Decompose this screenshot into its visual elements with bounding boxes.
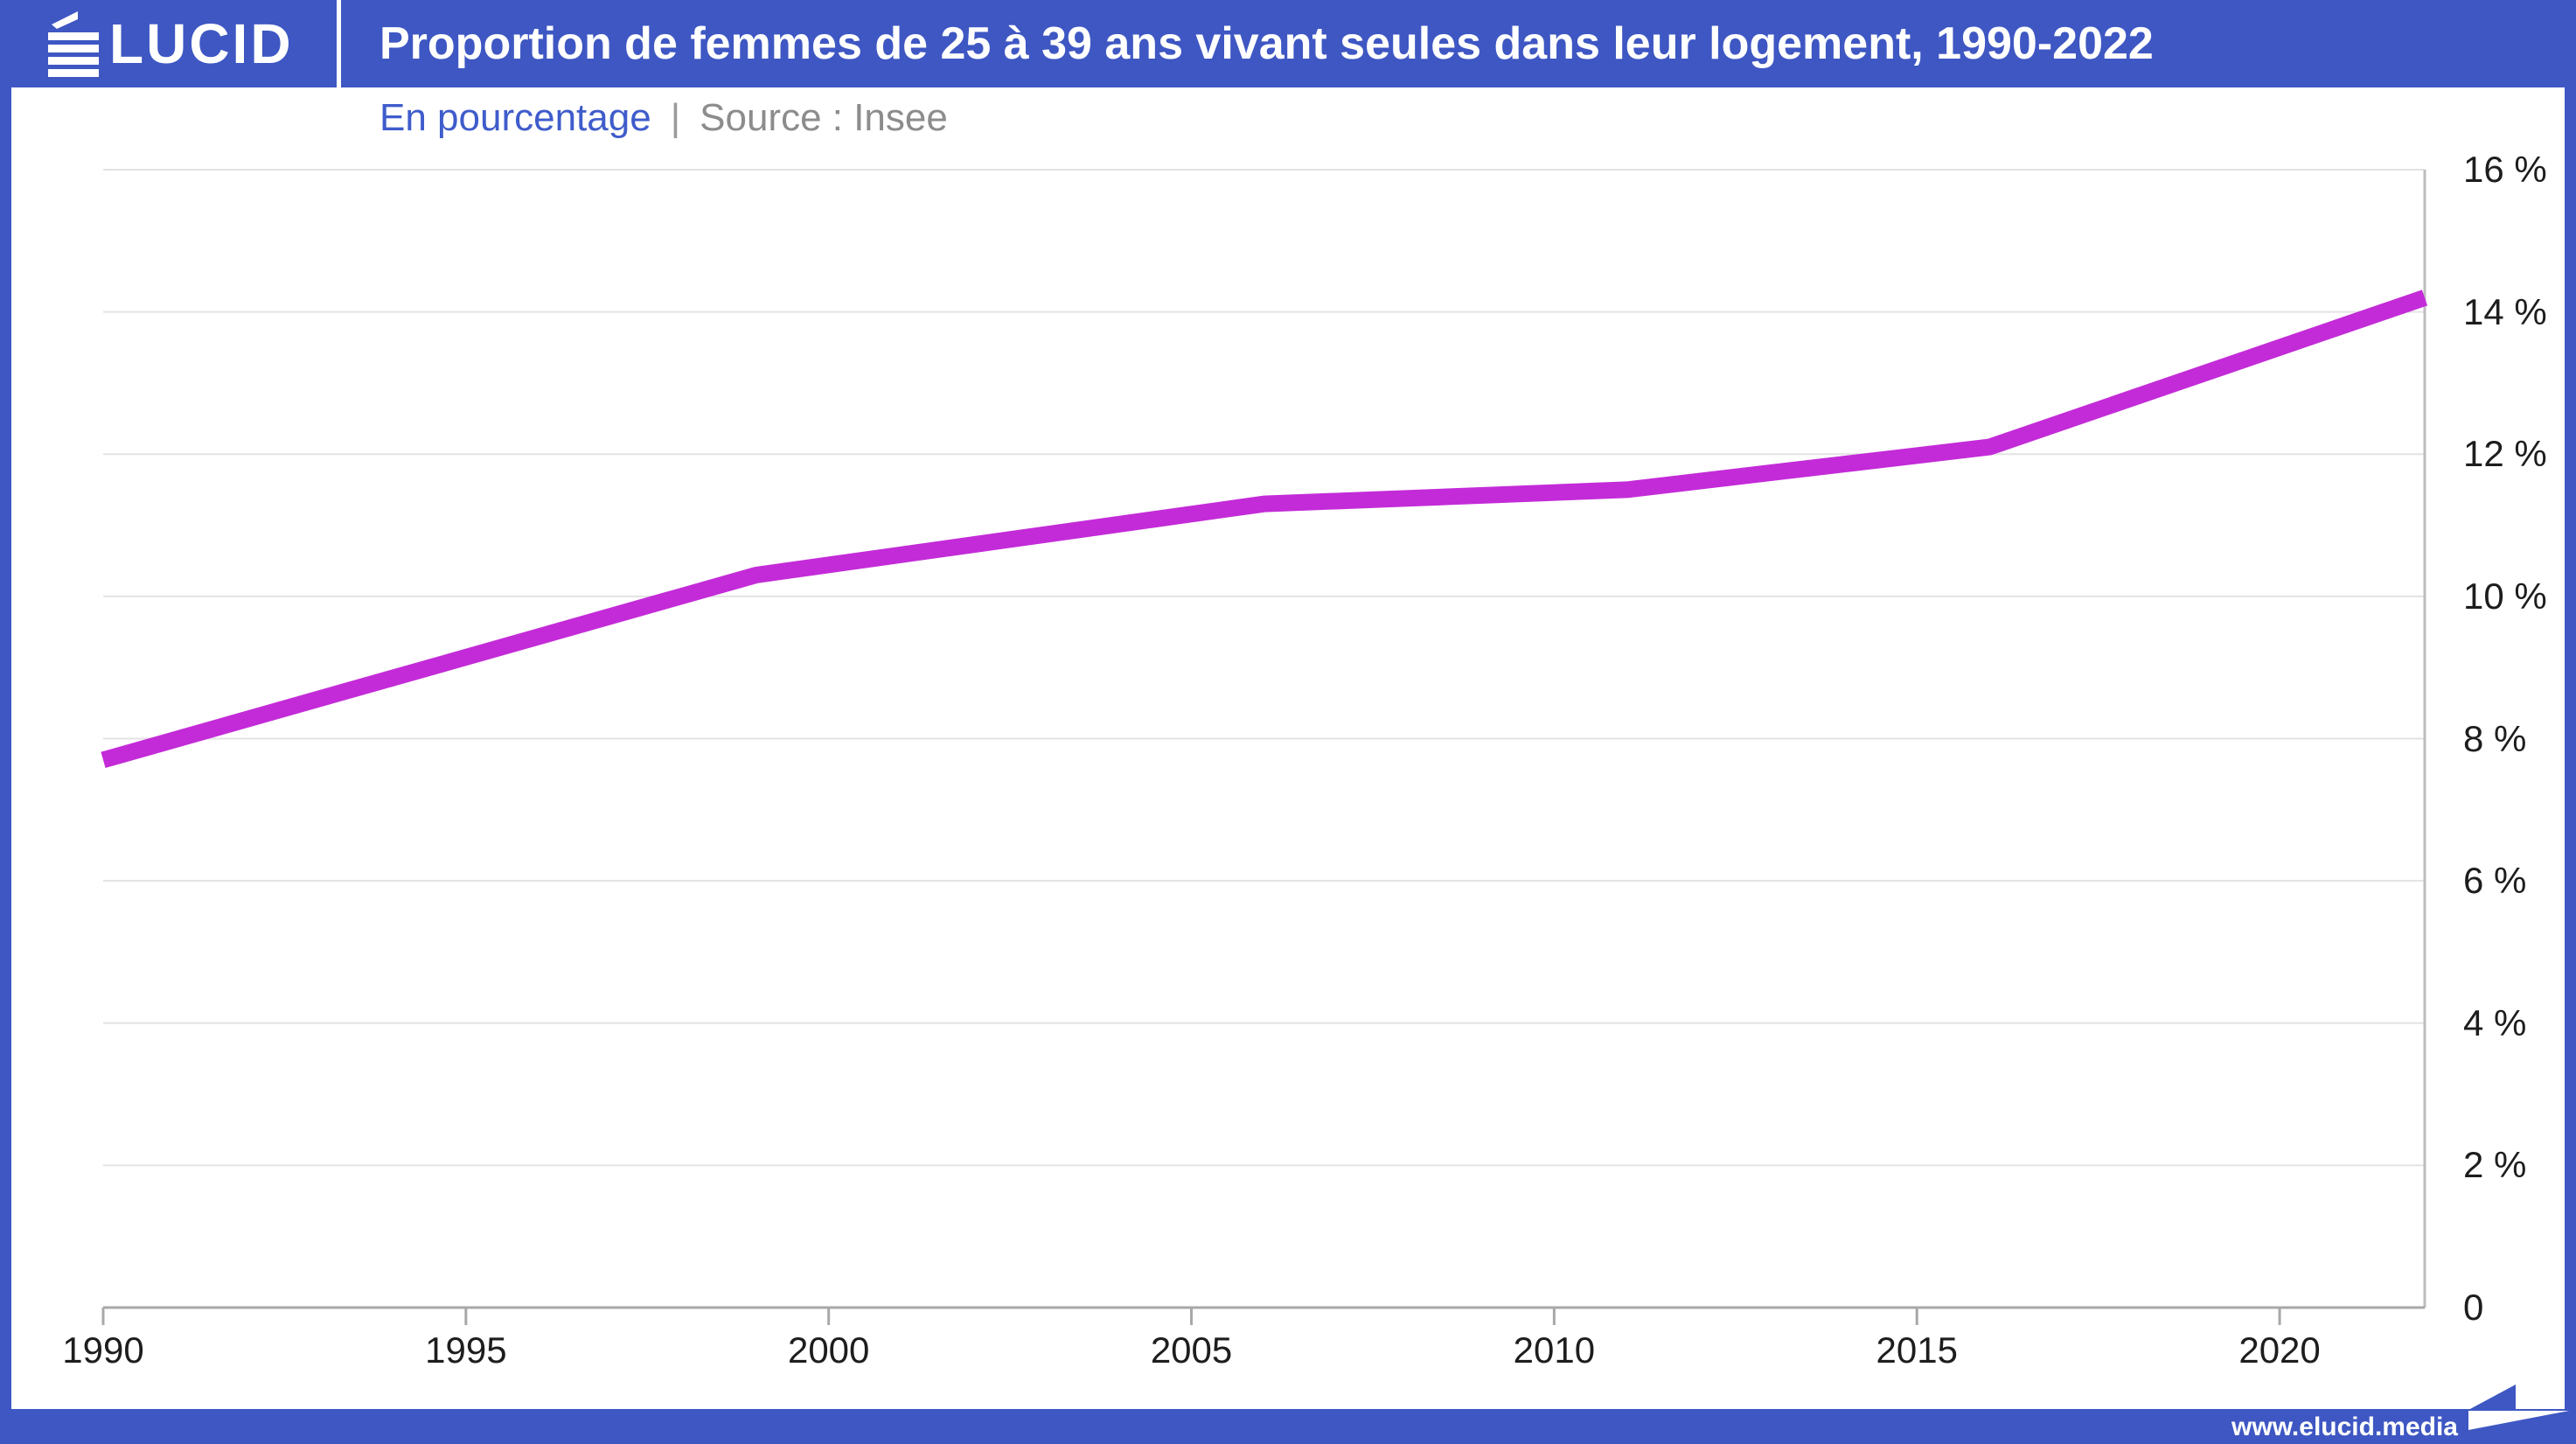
y-axis-label: 0	[2463, 1287, 2484, 1328]
y-axis-label: 12 %	[2463, 433, 2547, 475]
y-axis-label: 16 %	[2463, 149, 2547, 190]
brand-wordmark: LUCID	[109, 12, 294, 75]
source-label: Source : Insee	[700, 96, 948, 139]
elucid-flag-icon	[2468, 1385, 2569, 1430]
y-axis-label: 14 %	[2463, 290, 2547, 332]
x-axis-label: 2015	[1876, 1329, 1958, 1371]
chart-canvas	[11, 87, 2565, 1409]
subtitle-row: En pourcentage | Source : Insee	[379, 96, 948, 140]
y-axis-label: 8 %	[2463, 717, 2527, 759]
footer-bar: www.elucid.media	[0, 1409, 2576, 1444]
y-axis-label: 4 %	[2463, 1001, 2527, 1043]
x-axis-label: 1990	[62, 1329, 144, 1371]
website-url[interactable]: www.elucid.media	[2231, 1413, 2458, 1441]
x-axis-label: 2010	[1513, 1329, 1596, 1371]
y-axis-label: 2 %	[2463, 1144, 2527, 1186]
subtitle-separator: |	[670, 96, 681, 139]
header-divider	[337, 0, 341, 87]
x-axis-label: 2005	[1150, 1329, 1233, 1371]
x-axis-label: 2000	[787, 1329, 870, 1371]
x-axis-label: 1995	[425, 1329, 507, 1371]
header-bar: LUCID Proportion de femmes de 25 à 39 an…	[0, 0, 2576, 87]
x-axis-label: 2020	[2238, 1329, 2321, 1371]
brand-e-icon	[48, 11, 99, 77]
chart-title: Proportion de femmes de 25 à 39 ans viva…	[379, 18, 2154, 69]
brand-logo: LUCID	[48, 0, 294, 87]
y-axis-label: 10 %	[2463, 575, 2547, 617]
unit-label: En pourcentage	[379, 96, 651, 139]
y-axis-label: 6 %	[2463, 860, 2527, 902]
